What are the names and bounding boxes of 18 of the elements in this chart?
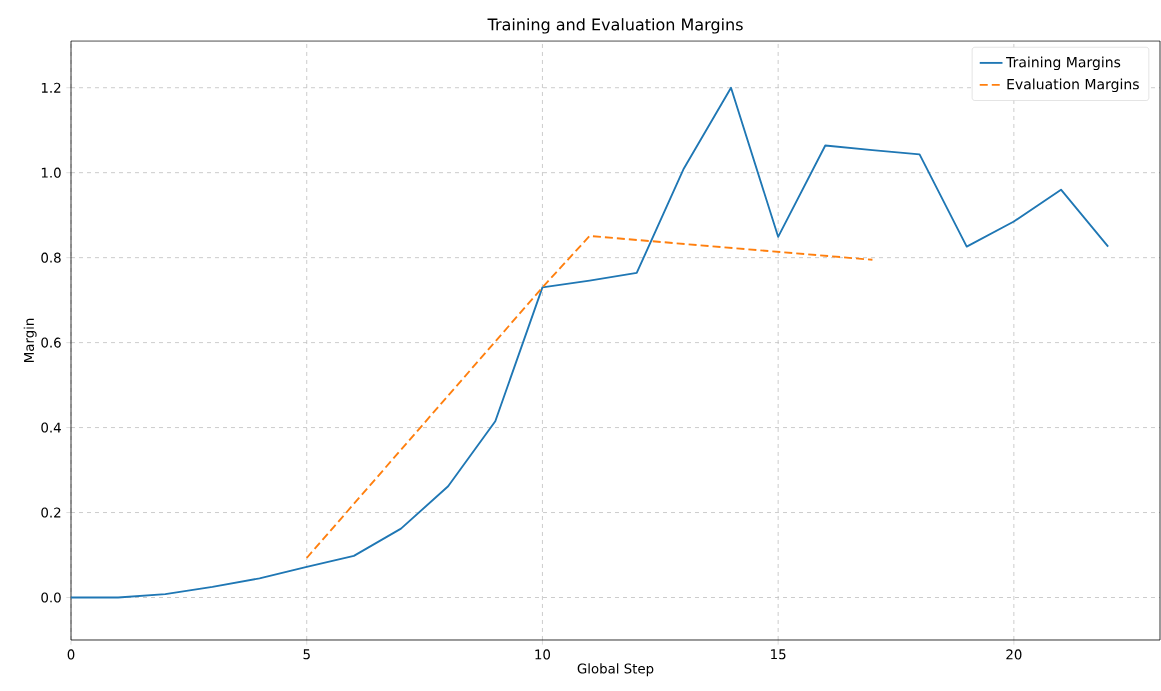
- x-tick-label: 20: [1006, 649, 1022, 660]
- chart-title: Training and Evaluation Margins: [487, 18, 743, 34]
- y-tick-label: 0.4: [41, 422, 61, 433]
- y-tick-label: 0.2: [41, 507, 61, 518]
- x-axis-title: Global Step: [577, 663, 654, 677]
- x-tick-label: 15: [771, 649, 786, 660]
- y-tick-label: 0.0: [41, 592, 61, 603]
- y-tick-label: 0.8: [41, 252, 61, 263]
- y-tick-label: 1.0: [41, 167, 61, 178]
- y-tick-label: 1.2: [41, 82, 61, 93]
- legend-label: Evaluation Margins: [1007, 78, 1139, 93]
- y-axis-title: Margin: [23, 318, 37, 362]
- x-tick-label: 0: [67, 649, 75, 660]
- line-series: [305, 235, 874, 559]
- legend-label: Training Margins: [1006, 56, 1121, 71]
- y-tick-label: 0.6: [41, 337, 61, 348]
- x-tick-label: 10: [535, 649, 551, 660]
- x-tick-label: 5: [303, 649, 310, 660]
